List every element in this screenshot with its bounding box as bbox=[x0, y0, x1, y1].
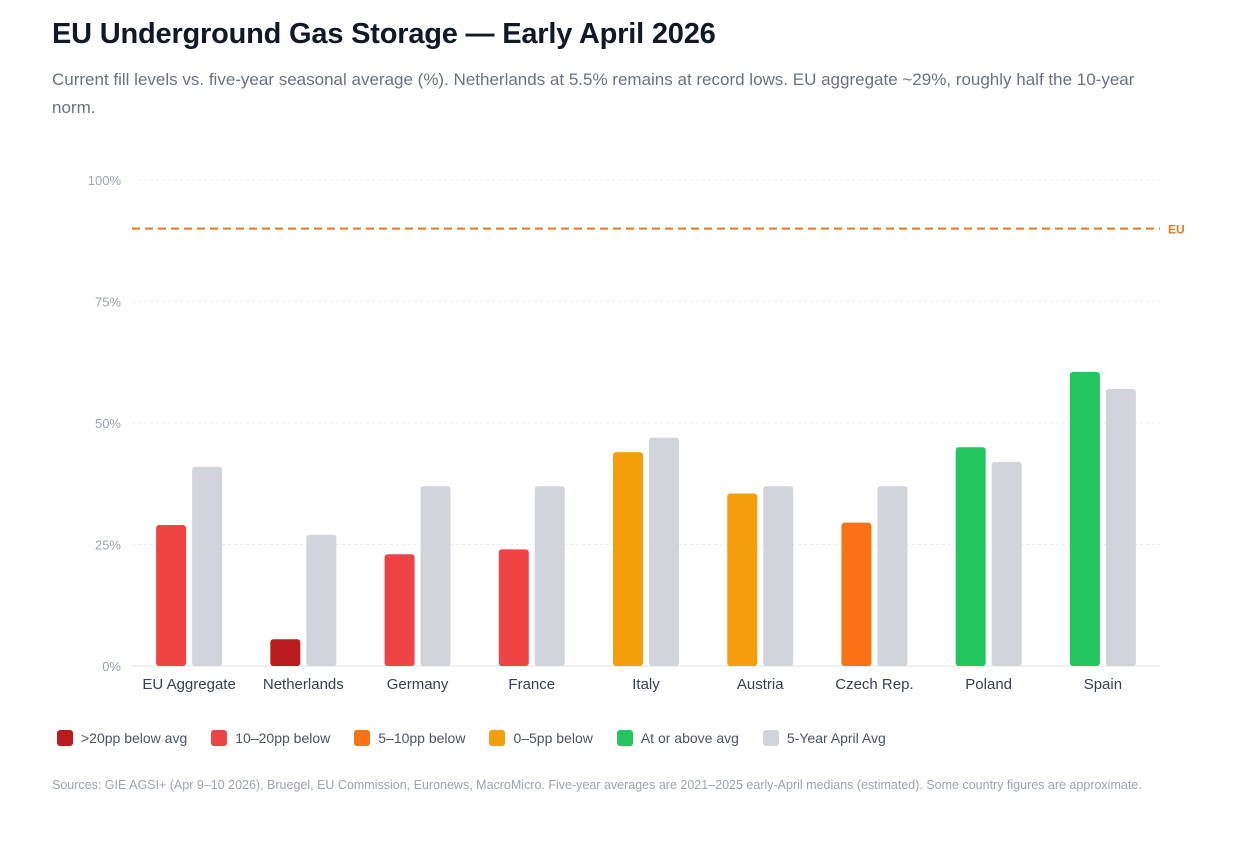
current-fill-bar bbox=[498, 549, 529, 666]
legend-swatch bbox=[354, 730, 371, 746]
current-fill-bar bbox=[841, 522, 872, 666]
legend-swatch bbox=[211, 730, 228, 746]
five-year-avg-bar bbox=[991, 461, 1022, 666]
x-axis-ticks: EU Aggregate Netherlands Germany France Ital… bbox=[142, 676, 1122, 693]
legend-label: 5–10pp below bbox=[378, 730, 466, 746]
bar-chart: 0% 25% 50% 75% 100% EU EU Aggregate Netherlan… bbox=[88, 173, 1185, 693]
y-axis-ticks: 0% 25% 50% 75% 100% bbox=[88, 173, 122, 674]
legend-label: 10–20pp below bbox=[235, 730, 331, 746]
bars bbox=[156, 371, 1136, 666]
five-year-avg-bar bbox=[306, 534, 337, 666]
five-year-avg-bar bbox=[1105, 388, 1136, 666]
legend-swatch bbox=[762, 730, 779, 746]
current-fill-bar bbox=[1069, 371, 1100, 666]
x-tick-label: France bbox=[508, 676, 555, 693]
x-tick-label: Spain bbox=[1084, 676, 1122, 693]
x-tick-label: Netherlands bbox=[263, 676, 344, 693]
legend-item: 10–20pp below bbox=[211, 730, 330, 746]
y-tick-label: 0% bbox=[102, 659, 121, 674]
legend-item: 5–10pp below bbox=[354, 730, 465, 746]
five-year-avg-bar bbox=[649, 437, 679, 666]
x-tick-label: Italy bbox=[632, 676, 660, 693]
legend-swatch bbox=[616, 730, 633, 746]
x-tick-label: Germany bbox=[387, 676, 449, 693]
y-tick-label: 75% bbox=[95, 295, 121, 310]
legend-label: >20pp below avg bbox=[81, 730, 188, 746]
y-tick-label: 50% bbox=[95, 416, 121, 431]
current-fill-bar bbox=[384, 554, 415, 666]
reference-line-group: EU bbox=[132, 223, 1185, 237]
y-tick-label: 25% bbox=[95, 538, 121, 553]
legend-label: At or above avg bbox=[640, 730, 739, 746]
current-fill-bar bbox=[270, 639, 301, 666]
legend-item: 0–5pp below bbox=[489, 730, 593, 746]
current-fill-bar bbox=[727, 493, 758, 666]
legend: >20pp below avg 10–20pp below 5–10pp bel… bbox=[57, 730, 910, 746]
legend-swatch bbox=[489, 730, 506, 746]
x-tick-label: Czech Rep. bbox=[835, 676, 913, 693]
five-year-avg-bar bbox=[763, 486, 794, 666]
current-fill-bar bbox=[156, 525, 187, 666]
five-year-avg-bar bbox=[192, 466, 223, 666]
five-year-avg-bar bbox=[877, 486, 908, 666]
gridlines bbox=[132, 179, 1160, 667]
sources-note: Sources: GIE AGSI+ (Apr 9–10 2026), Brue… bbox=[52, 778, 1142, 792]
legend-label: 0–5pp below bbox=[513, 730, 593, 746]
x-tick-label: EU Aggregate bbox=[142, 676, 235, 693]
legend-item: 5-Year April Avg bbox=[762, 730, 886, 746]
reference-line-label: EU bbox=[1168, 223, 1185, 237]
chart-title: EU Underground Gas Storage — Early April… bbox=[52, 18, 716, 50]
legend-item: >20pp below avg bbox=[57, 730, 187, 746]
x-tick-label: Austria bbox=[737, 676, 784, 693]
legend-item: At or above avg bbox=[616, 730, 739, 746]
legend-swatch bbox=[57, 730, 73, 746]
x-tick-label: Poland bbox=[965, 676, 1012, 693]
y-tick-label: 100% bbox=[88, 173, 122, 188]
current-fill-bar bbox=[955, 447, 986, 666]
five-year-avg-bar bbox=[420, 486, 451, 666]
chart-subtitle: Current fill levels vs. five-year season… bbox=[52, 70, 1135, 117]
legend-label: 5-Year April Avg bbox=[786, 730, 886, 746]
five-year-avg-bar bbox=[534, 486, 565, 666]
current-fill-bar bbox=[613, 452, 643, 666]
